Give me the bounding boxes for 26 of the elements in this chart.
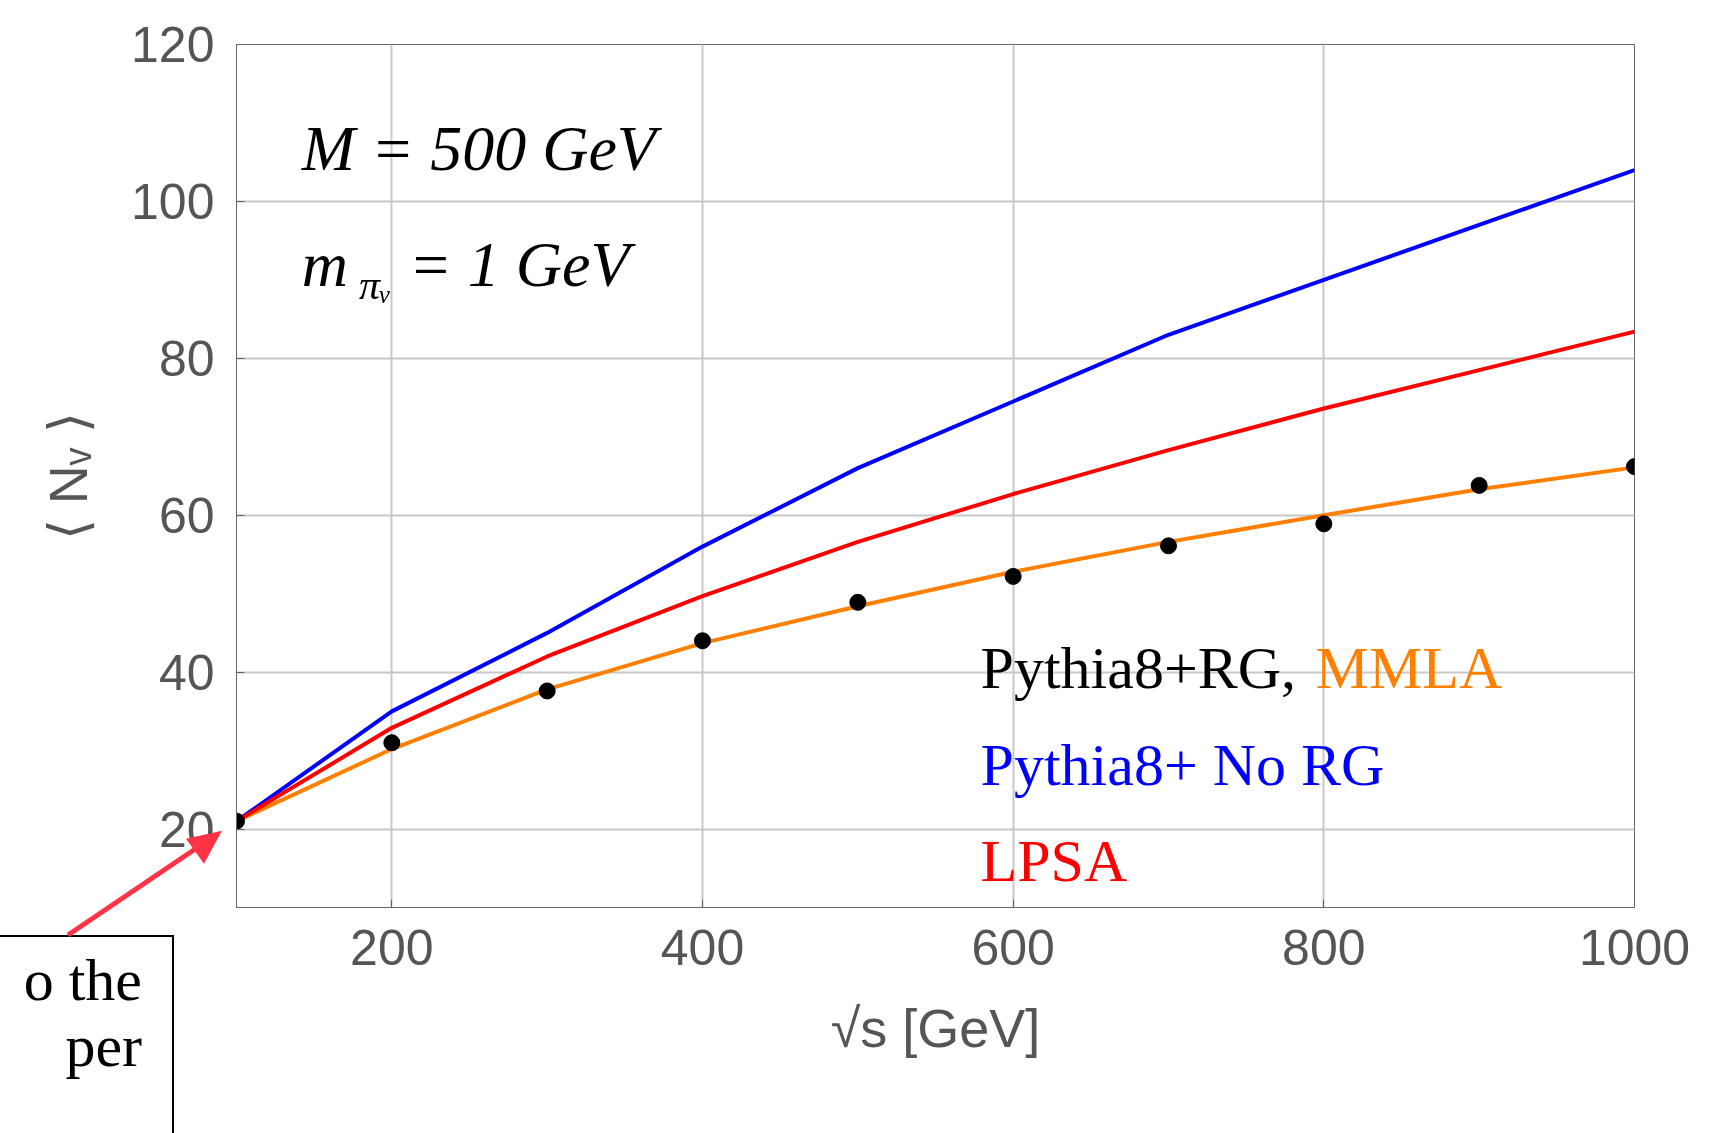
- y-tick-label: 80: [158, 330, 215, 387]
- y-tick-label: 120: [131, 17, 215, 73]
- x-axis-title: √s [GeV]: [830, 997, 1041, 1058]
- y-tick-label: 40: [158, 644, 215, 701]
- x-tick-label: 1000: [1578, 919, 1691, 976]
- y-axis-title: ⟨ Nᵥ ⟩: [38, 411, 99, 541]
- text: LPSA: [980, 828, 1128, 895]
- point: [1160, 537, 1177, 555]
- annotation: o the per: [0, 935, 174, 1133]
- y-tick-label: 100: [131, 173, 215, 230]
- x-tick-label: 200: [350, 919, 434, 976]
- text: Pythia8+ No RG: [980, 731, 1385, 798]
- point: [1004, 567, 1022, 585]
- point: [694, 632, 711, 650]
- x-tick-label: 800: [1282, 919, 1366, 976]
- point: [538, 682, 556, 700]
- y-tick-label: 60: [158, 487, 215, 544]
- series-label: Pythia8+RG,: [980, 635, 1297, 702]
- point: [1470, 476, 1488, 494]
- series-label: MMLA: [1315, 635, 1503, 702]
- point: [849, 593, 867, 611]
- x-tick-label: 400: [660, 919, 745, 976]
- point: [1315, 515, 1333, 533]
- point: [383, 734, 401, 752]
- x-tick-label: 600: [971, 919, 1055, 976]
- annotation: M = 500 GeV: [300, 113, 663, 185]
